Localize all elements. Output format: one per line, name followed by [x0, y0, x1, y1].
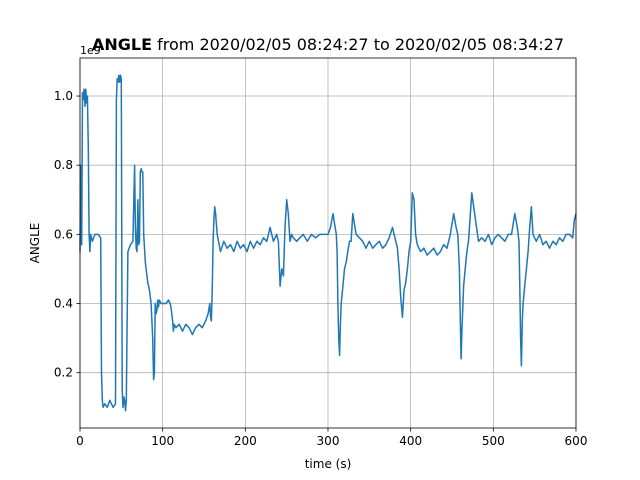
y-axis-label: ANGLE: [28, 223, 42, 264]
chart-title-rest: from 2020/02/05 08:24:27 to 2020/02/05 0…: [152, 35, 564, 54]
x-tick-label: 200: [234, 434, 257, 448]
x-tick-label: 400: [399, 434, 422, 448]
y-tick-label: 1.0: [54, 89, 73, 103]
y-tick-label: 0.4: [54, 297, 73, 311]
y-tick-label: 0.8: [54, 158, 73, 172]
data-series: [79, 74, 577, 412]
x-tick-label: 0: [76, 434, 84, 448]
x-tick-label: 100: [151, 434, 174, 448]
x-tick-label: 500: [482, 434, 505, 448]
angle-series-line: [79, 74, 577, 412]
y-tick-label: 0.2: [54, 366, 73, 380]
x-tick-label: 600: [565, 434, 588, 448]
y-offset-text: 1e9: [80, 44, 101, 57]
chart-title-bold: ANGLE: [92, 35, 152, 54]
x-axis-label: time (s): [305, 457, 352, 471]
x-tick-label: 300: [317, 434, 340, 448]
axis-ticks: 0 100 200 300 400 500 600 0.2 0.4 0.6 0.8 1.0: [54, 89, 588, 448]
y-tick-label: 0.6: [54, 227, 73, 241]
chart-title: ANGLE from 2020/02/05 08:24:27 to 2020/0…: [92, 35, 564, 54]
